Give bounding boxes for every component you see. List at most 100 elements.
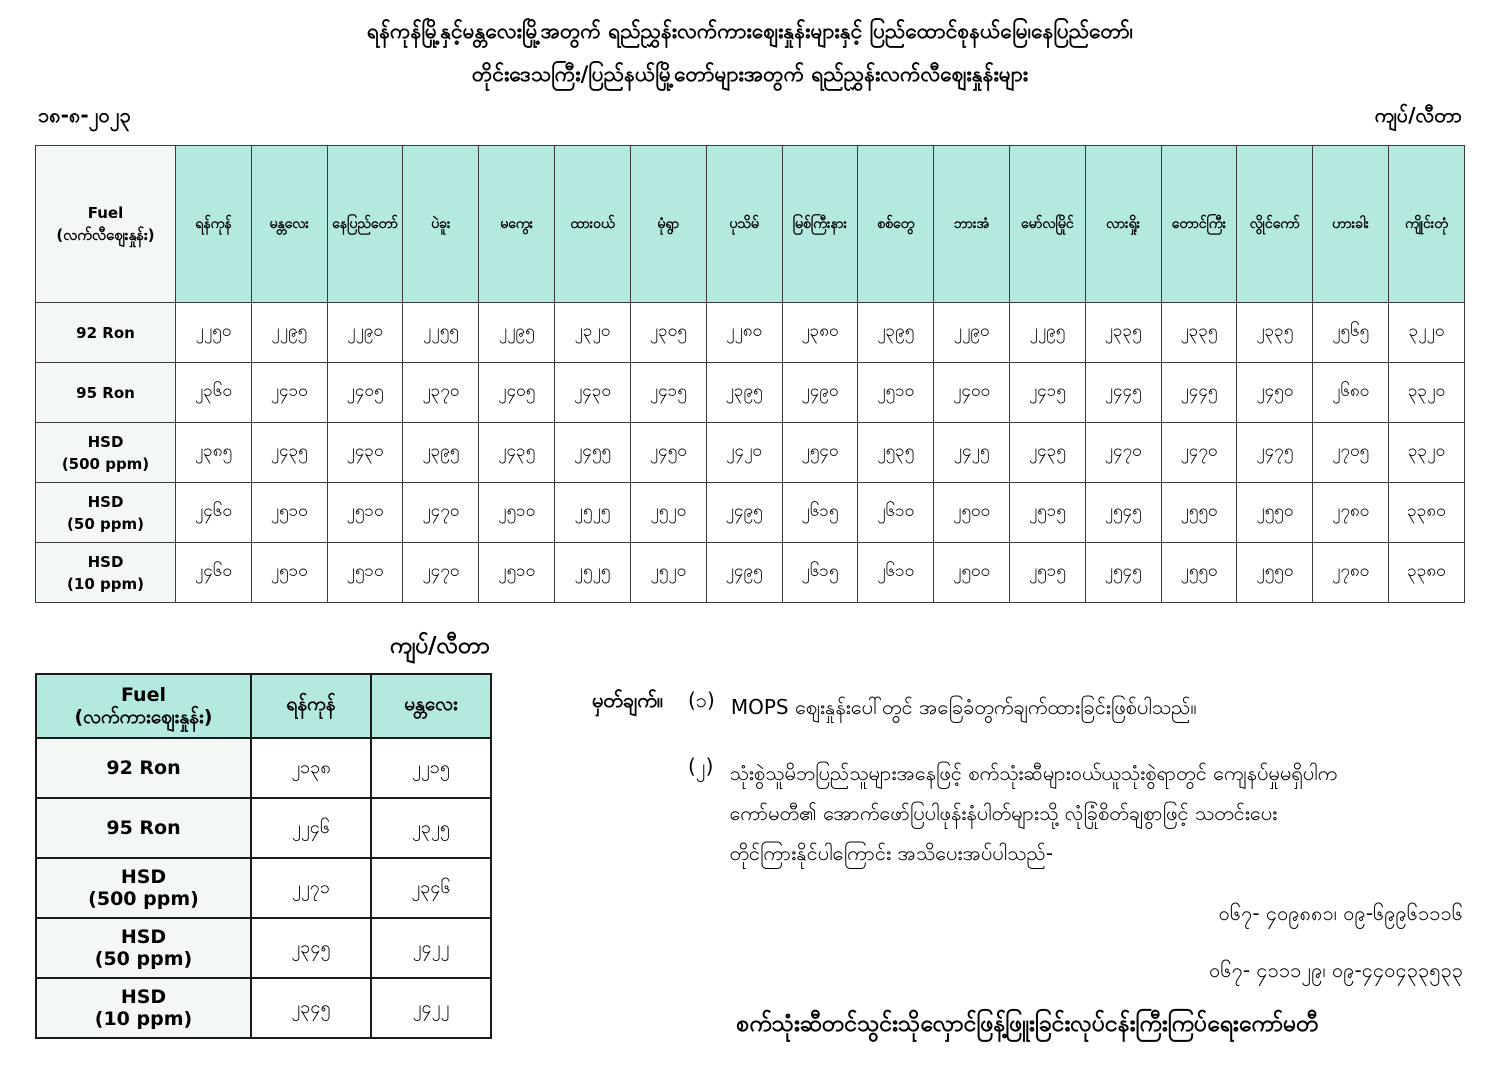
price-cell: ၂၄၉၅ <box>705 542 783 603</box>
price-cell: ၃၂၂၀ <box>1388 302 1465 363</box>
fuel-label-line: HSD <box>120 986 167 1008</box>
price-cell: ၂၂၈၀ <box>705 302 783 363</box>
price-cell: ၂၅၁၀ <box>326 482 404 543</box>
fuel-label-line: (10 ppm) <box>67 574 144 593</box>
price-cell: ၂၄၄၅ <box>1160 362 1238 423</box>
price-cell: ၂၃၄၆ <box>370 857 492 919</box>
date-label: ၁၈-၈-၂၀၂၃ <box>38 103 131 127</box>
note-1-text: MOPS ဈေးနှုန်းပေါ်တွင် အခြေခံတွက်ချက်ထား… <box>731 687 1197 727</box>
price-cell: ၂၄၆၀ <box>175 542 252 603</box>
price-cell: ၂၂၉၅ <box>1008 302 1086 363</box>
fuel-label-line: HSD <box>87 492 124 511</box>
fuel-header-line-2: (လက်ကားဈေးနှုန်း) <box>74 706 213 728</box>
retail-price-table: Fuel (လက်လီဈေးနှုန်း) ရန်ကုန် မန္တလေး နေပြည်… <box>35 145 1465 603</box>
city-column-header: ရန်ကုန် <box>175 145 252 303</box>
fuel-label-line: HSD <box>120 926 167 948</box>
wholesale-price-table: Fuel (လက်ကားဈေးနှုန်း) ရန်ကုန် မန္တလေး 92 Ro… <box>35 673 492 1039</box>
fuel-label-cell: HSD (500 ppm) <box>35 857 252 919</box>
price-cell: ၂၆၁၅ <box>781 542 859 603</box>
fuel-label-cell: HSD (500 ppm) <box>35 422 176 483</box>
price-cell: ၃၃၈၀ <box>1388 482 1465 543</box>
wholesale-block: ကျပ်/လီတာ Fuel (လက်ကားဈေးနှုန်း) ရန်ကုန် မန… <box>35 631 492 1043</box>
fuel-label-line: (50 ppm) <box>94 948 193 970</box>
unit-label-bottom: ကျပ်/လီတာ <box>389 633 490 659</box>
price-cell: ၂၆၁၀ <box>857 542 935 603</box>
price-cell: ၂၂၅၅ <box>402 302 480 363</box>
fuel-label-cell: 92 Ron <box>35 737 252 799</box>
price-cell: ၂၃၄၅ <box>250 917 372 979</box>
note-label: မှတ်ချက်။ <box>592 688 663 712</box>
fuel-label-line: HSD <box>87 552 124 571</box>
price-cell: ၂၄၃၅ <box>1008 422 1086 483</box>
price-row: 95 Ron ၂၃၆၀ ၂၄၁၀ ၂၄၀၅ ၂၃၇၀ ၂၄၀၅ ၂၄၃၀ ၂၄၁၅ ၂၃၉၅ ၂၄… <box>35 362 1465 423</box>
note-2-text: သုံးစွဲသူမိဘပြည်သူများအနေဖြင့် စက်သုံးဆီ… <box>729 753 1337 873</box>
price-cell: ၂၂၉၀ <box>933 302 1010 363</box>
price-cell: ၂၂၅၀ <box>175 302 252 363</box>
note-item-1: မှတ်ချက်။ (၁) MOPS ဈေးနှုန်းပေါ်တွင် အခြ… <box>592 687 1463 727</box>
price-cell: ၂၄၄၅ <box>1084 362 1162 423</box>
price-cell: ၂၄၀၅ <box>478 362 556 423</box>
city-column-header: ရန်ကုန် <box>250 673 372 739</box>
price-cell: ၂၄၇၀ <box>1160 422 1238 483</box>
price-cell: ၂၅၁၅ <box>1008 542 1086 603</box>
fuel-label-line: (10 ppm) <box>94 1008 193 1030</box>
price-cell: ၂၇၈၀ <box>1312 542 1389 603</box>
fuel-label-line: HSD <box>87 432 124 451</box>
price-cell: ၃၃၂၀ <box>1388 422 1465 483</box>
price-cell: ၂၅၆၅ <box>1312 302 1389 363</box>
header-row: Fuel (လက်ကားဈေးနှုန်း) ရန်ကုန် မန္တလေး <box>35 673 492 739</box>
price-cell: ၂၅၅၀ <box>1236 482 1314 543</box>
city-column-header: ပဲခူး <box>402 145 480 303</box>
fuel-label-cell: HSD (10 ppm) <box>35 977 252 1039</box>
fuel-label-cell: 92 Ron <box>35 302 176 363</box>
price-cell: ၂၄၀၅ <box>326 362 404 423</box>
price-cell: ၂၁၃၈ <box>250 737 372 799</box>
price-cell: ၂၄၂၂ <box>370 977 492 1039</box>
title-line-1: ရန်ကုန်မြို့နှင့်မန္တလေးမြို့အတွက် ရည်ညွ… <box>367 19 1133 43</box>
price-cell: ၂၃၉၅ <box>402 422 480 483</box>
fuel-label-cell: HSD (10 ppm) <box>35 542 176 603</box>
price-cell: ၂၃၃၅ <box>1236 302 1314 363</box>
price-cell: ၂၃၇၀ <box>402 362 480 423</box>
price-cell: ၂၃၂၀ <box>554 302 631 363</box>
price-cell: ၂၅၁၀ <box>326 542 404 603</box>
title-line-2: တိုင်းဒေသကြီး/ပြည်နယ်မြို့တော်များအတွက် … <box>471 62 1029 86</box>
price-cell: ၂၄၁၀ <box>250 362 328 423</box>
fuel-label-line: 92 Ron <box>76 323 135 342</box>
fuel-header-line-2: (လက်လီဈေးနှုန်း) <box>56 226 155 244</box>
price-row: HSD (500 ppm) ၂၃၈၅ ၂၄၃၅ ၂၄၃၀ ၂၃၉၅ ၂၄၃၅ ၂၄၅၅ ၂၄၅၀… <box>35 422 1465 483</box>
price-cell: ၂၅၂၅ <box>554 542 631 603</box>
city-column-header: မန္တလေး <box>250 145 328 303</box>
fuel-label-line: (500 ppm) <box>61 454 150 473</box>
price-cell: ၂၅၅၀ <box>1160 482 1238 543</box>
price-row: HSD (500 ppm) ၂၂၇၁ ၂၃၄၆ <box>35 857 492 919</box>
price-cell: ၂၄၉၅ <box>705 482 783 543</box>
fuel-label-cell: 95 Ron <box>35 362 176 423</box>
price-cell: ၂၅၄၅ <box>1084 542 1162 603</box>
fuel-label-line: HSD <box>120 866 167 888</box>
price-cell: ၂၄၅၀ <box>1236 362 1314 423</box>
city-column-header: ထားဝယ် <box>554 145 631 303</box>
price-cell: ၃၃၈၀ <box>1388 542 1465 603</box>
price-cell: ၂၄၃၅ <box>250 422 328 483</box>
price-cell: ၂၃၆၀ <box>175 362 252 423</box>
price-cell: ၂၅၄၀ <box>781 422 859 483</box>
price-cell: ၂၄၃၅ <box>478 422 556 483</box>
price-cell: ၂၇၀၅ <box>1312 422 1389 483</box>
note-1-line-1: MOPS ဈေးနှုန်းပေါ်တွင် အခြေခံတွက်ချက်ထား… <box>730 695 1197 719</box>
price-cell: ၂၆၈၀ <box>1312 362 1389 423</box>
fuel-label-line: (50 ppm) <box>67 514 144 533</box>
price-row: HSD (50 ppm) ၂၃၄၅ ၂၄၂၂ <box>35 917 492 979</box>
meta-row: ၁၈-၈-၂၀၂၃ ကျပ်/လီတာ <box>38 102 1462 132</box>
fuel-column-header: Fuel (လက်လီဈေးနှုန်း) <box>35 145 176 303</box>
document-title: ရန်ကုန်မြို့နှင့်မန္တလေးမြို့အတွက် ရည်ညွ… <box>0 0 1500 96</box>
city-column-header: စစ်တွေ <box>857 145 935 303</box>
fuel-label-cell: HSD (50 ppm) <box>35 917 252 979</box>
price-cell: ၂၅၂၅ <box>554 482 631 543</box>
price-cell: ၂၅၅၀ <box>1160 542 1238 603</box>
price-cell: ၂၄၇၀ <box>402 542 480 603</box>
fuel-label-cell: 95 Ron <box>35 797 252 859</box>
notes-section: မှတ်ချက်။ (၁) MOPS ဈေးနှုန်းပေါ်တွင် အခြ… <box>492 631 1465 1043</box>
price-cell: ၂၄၇၀ <box>402 482 480 543</box>
header-row: Fuel (လက်လီဈေးနှုန်း) ရန်ကုန် မန္တလေး နေပြည်… <box>35 145 1465 303</box>
